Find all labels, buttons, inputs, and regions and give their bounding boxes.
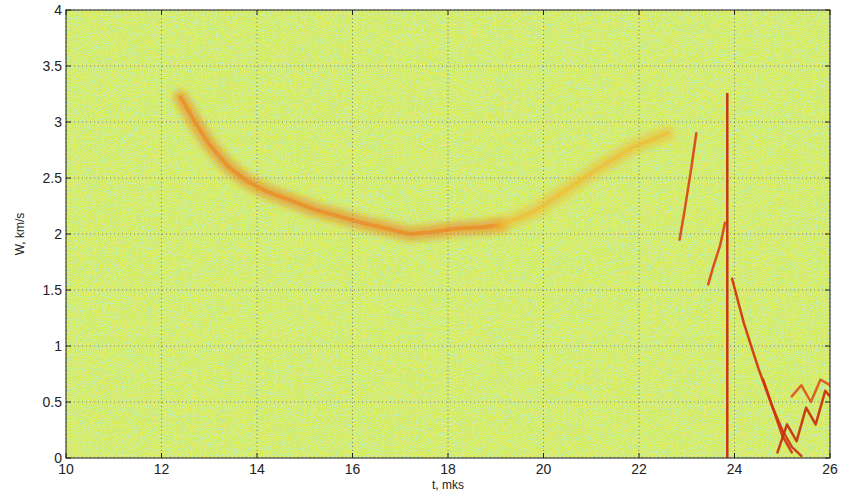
ridge: [726, 94, 729, 458]
tick-label: 18: [440, 461, 456, 477]
tick: [66, 10, 71, 11]
tick: [66, 458, 71, 459]
tick: [639, 453, 640, 458]
grid-line: [352, 10, 353, 458]
ridge: [792, 380, 830, 402]
grid-line: [66, 66, 830, 67]
tick: [448, 453, 449, 458]
tick: [66, 346, 71, 347]
tick: [66, 10, 67, 15]
tick: [352, 10, 353, 15]
tick-label: 1.5: [43, 282, 63, 298]
tick: [66, 178, 71, 179]
tick: [825, 290, 830, 291]
tick: [66, 402, 71, 403]
grid-line: [66, 290, 830, 291]
ridge: [708, 223, 725, 285]
chart: 10121416182022242600.511.522.533.54t, mk…: [0, 0, 848, 495]
ridge: [501, 133, 668, 225]
tick: [543, 10, 544, 15]
tick-label: 3: [54, 114, 62, 130]
tick: [825, 10, 830, 11]
tick-label: 24: [727, 461, 743, 477]
tick-label: 0: [54, 450, 62, 466]
tick: [825, 346, 830, 347]
tick: [257, 453, 258, 458]
tick-label: 2: [54, 226, 62, 242]
tick-label: 3.5: [43, 58, 63, 74]
ridge: [501, 133, 668, 225]
tick: [448, 10, 449, 15]
axis-title: t, mks: [432, 478, 464, 492]
noise: [66, 10, 830, 458]
tick: [543, 453, 544, 458]
grid-line: [257, 10, 258, 458]
plot-background: [66, 10, 830, 458]
tick: [825, 66, 830, 67]
tick: [352, 453, 353, 458]
tick: [825, 122, 830, 123]
tick-label: 16: [345, 461, 361, 477]
tick-label: 1: [54, 338, 62, 354]
grid-line: [66, 346, 830, 347]
tick: [66, 66, 71, 67]
tick: [830, 453, 831, 458]
tick: [825, 178, 830, 179]
tick-label: 14: [249, 461, 265, 477]
tick-label: 4: [54, 2, 62, 18]
tick-label: 26: [822, 461, 838, 477]
grid-line: [66, 402, 830, 403]
tick: [257, 10, 258, 15]
tick: [734, 10, 735, 15]
tick-label: 20: [536, 461, 552, 477]
tick: [161, 10, 162, 15]
axis-title: W, km/s: [13, 213, 27, 256]
grid-line: [161, 10, 162, 458]
ridge: [732, 279, 792, 453]
tick: [830, 10, 831, 15]
grid-line: [543, 10, 544, 458]
tick: [825, 458, 830, 459]
ridge: [680, 133, 697, 239]
tick-label: 0.5: [43, 394, 63, 410]
tick-label: 2.5: [43, 170, 63, 186]
noise: [66, 10, 830, 458]
tick: [66, 290, 71, 291]
ridge: [181, 97, 501, 234]
tick: [639, 10, 640, 15]
tick: [66, 453, 67, 458]
ridge: [181, 97, 501, 234]
grid-line: [66, 178, 830, 179]
plot-frame: [66, 10, 830, 458]
tick-label: 22: [631, 461, 647, 477]
tick-label: 12: [154, 461, 170, 477]
tick: [66, 122, 71, 123]
tick: [825, 234, 830, 235]
data-group: [181, 94, 830, 458]
tick: [66, 234, 71, 235]
tick: [825, 402, 830, 403]
tick: [161, 453, 162, 458]
grid-line: [66, 122, 830, 123]
ridge: [778, 391, 831, 453]
tick: [734, 453, 735, 458]
